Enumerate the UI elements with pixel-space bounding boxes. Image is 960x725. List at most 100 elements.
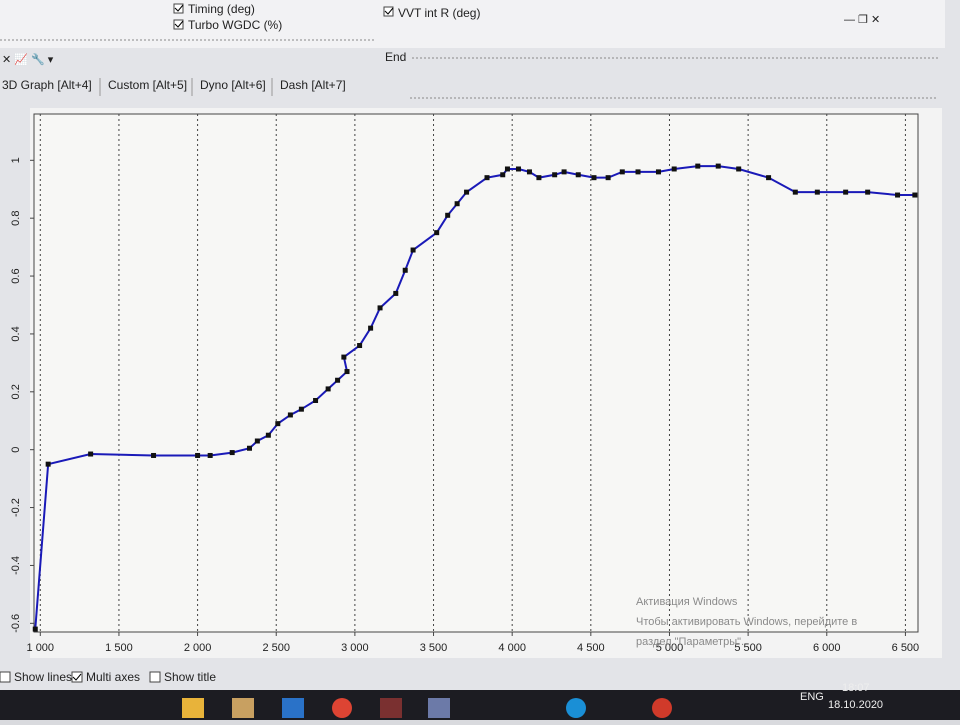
checkbox[interactable] <box>0 671 11 683</box>
x-tick-label: 1 000 <box>27 642 55 654</box>
x-tick-label: 4 500 <box>577 642 605 654</box>
end-label: End <box>385 50 406 64</box>
point <box>671 166 677 172</box>
time[interactable]: 18:07 <box>842 682 870 694</box>
y-tick-label: 0 <box>10 447 22 453</box>
point <box>536 175 542 181</box>
y-tick-label: 0.2 <box>10 384 22 399</box>
point <box>434 230 440 236</box>
point <box>325 386 331 392</box>
tabs: 3D Graph [Alt+4] Custom [Alt+5] Dyno [Alt+… <box>2 78 346 96</box>
y-tick-label: -0.2 <box>10 498 22 517</box>
tab[interactable]: 3D Graph [Alt+4] <box>2 78 92 92</box>
tab[interactable]: Custom [Alt+5] <box>108 78 187 92</box>
tab[interactable]: Dash [Alt+7] <box>280 78 346 92</box>
y-tick-label: -0.4 <box>10 556 22 575</box>
point <box>736 166 742 172</box>
point <box>504 166 510 172</box>
point <box>912 192 918 198</box>
x-tick-label: 5 000 <box>656 642 684 654</box>
point <box>895 192 901 198</box>
watermark-title: Активация Windows <box>636 596 738 608</box>
point <box>45 461 51 467</box>
check-label: Timing (deg) <box>188 2 255 16</box>
x-tick-label: 6 000 <box>813 642 841 654</box>
y-tick-label: 0.6 <box>10 268 22 283</box>
tab[interactable]: Dyno [Alt+6] <box>200 78 266 92</box>
taskbar-icon[interactable] <box>182 698 204 718</box>
checkbox[interactable] <box>173 19 184 30</box>
checkbox[interactable] <box>149 671 161 683</box>
point <box>843 189 849 195</box>
point <box>229 450 235 456</box>
point <box>357 343 363 349</box>
taskbar-icon[interactable] <box>380 698 402 718</box>
taskbar-icon[interactable] <box>232 698 254 718</box>
point <box>865 189 871 195</box>
watermark-text: Чтобы активировать Windows, перейдите в <box>636 616 857 628</box>
taskbar-icon[interactable] <box>282 698 304 718</box>
point <box>766 175 772 181</box>
x-tick-label: 3 000 <box>341 642 369 654</box>
point <box>484 175 490 181</box>
date[interactable]: 18.10.2020 <box>828 699 883 711</box>
point <box>500 172 506 178</box>
checkbox[interactable] <box>173 3 184 14</box>
point <box>313 397 319 403</box>
y-tick-label: -0.6 <box>10 614 22 633</box>
check-label: VVT int R (deg) <box>398 6 480 20</box>
options: Show lines Multi axes Show title <box>0 670 216 684</box>
point <box>265 432 271 438</box>
point <box>814 189 820 195</box>
x-tick-label: 6 500 <box>892 642 920 654</box>
option-label: Multi axes <box>86 670 140 684</box>
x-tick-label: 1 500 <box>105 642 133 654</box>
point <box>341 354 347 360</box>
point <box>246 445 252 451</box>
x-tick-label: 5 500 <box>734 642 762 654</box>
point <box>88 451 94 457</box>
window-buttons[interactable]: — ❐ ✕ <box>844 14 880 26</box>
taskbar-icon[interactable] <box>652 698 672 718</box>
check <box>72 673 82 681</box>
point <box>561 169 567 175</box>
plot: 1 000 1 500 2 000 2 500 3 000 3 500 4 000 4 500… <box>10 113 920 654</box>
checkbox[interactable] <box>71 671 83 683</box>
point <box>454 201 460 207</box>
x-tick-label: 4 000 <box>498 642 526 654</box>
point <box>635 169 641 175</box>
x-tick-label: 2 000 <box>184 642 212 654</box>
point <box>605 175 611 181</box>
check <box>174 4 184 12</box>
point <box>715 163 721 169</box>
point <box>298 406 304 412</box>
y-tick-label: 0.8 <box>10 211 22 226</box>
tool-icons[interactable]: ✕ 📈 🔧 ▾ <box>2 52 54 66</box>
point <box>335 377 341 383</box>
taskbar-icon[interactable] <box>566 698 586 718</box>
point <box>619 169 625 175</box>
point <box>377 305 383 311</box>
taskbar-icon[interactable] <box>428 698 450 718</box>
point <box>526 169 532 175</box>
point <box>344 369 350 375</box>
point <box>287 412 293 418</box>
taskbar-icon[interactable] <box>332 698 352 718</box>
option-label: Show title <box>164 670 216 684</box>
option-label: Show lines <box>14 670 72 684</box>
point <box>445 212 451 218</box>
lang[interactable]: ENG <box>800 691 824 703</box>
x-tick-label: 3 500 <box>420 642 448 654</box>
point <box>254 438 260 444</box>
plot-area <box>33 113 919 633</box>
taskbar <box>0 690 960 720</box>
y-tick-label: 1 <box>10 157 22 163</box>
checkbox[interactable] <box>383 6 394 17</box>
point <box>464 189 470 195</box>
point <box>410 247 416 253</box>
point <box>368 325 374 331</box>
point <box>402 267 408 273</box>
check <box>174 20 184 28</box>
point <box>575 172 581 178</box>
